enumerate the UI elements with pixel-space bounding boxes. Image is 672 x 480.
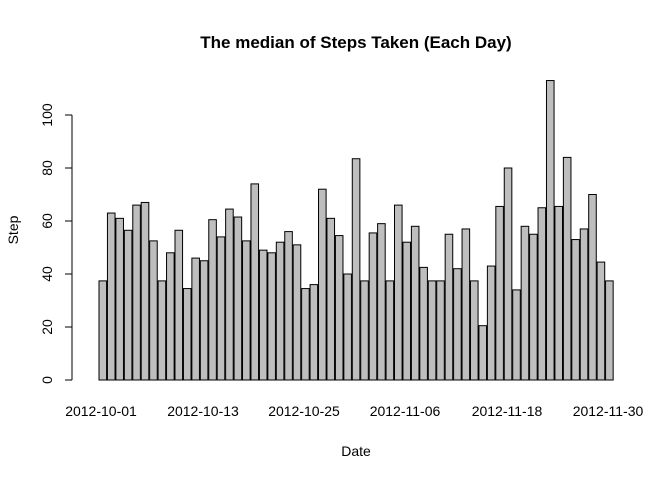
bar-2012-11-19 [512,289,521,381]
x-tick-label-2012-11-06: 2012-11-06 [370,403,441,419]
x-tick-label-2012-11-30: 2012-11-30 [573,403,644,419]
bar-2012-10-12 [191,257,200,381]
bar-2012-10-03 [115,217,124,381]
bar-2012-10-14 [208,219,217,381]
bar-2012-11-12 [453,268,462,381]
bar-2012-11-22 [537,207,547,381]
bar-2012-11-29 [596,261,606,381]
bar-2012-10-29 [334,235,344,381]
bar-2012-10-18 [242,240,251,381]
bar-2012-10-23 [284,231,293,381]
bar-2012-11-13 [461,228,471,381]
bar-2012-11-14 [469,280,479,381]
x-axis: 2012-10-01 2012-10-13 2012-10-25 2012-11-06… [65,403,643,419]
y-tick-label-80: 80 [39,160,55,176]
bar-2012-10-07 [149,240,158,381]
bar-2012-10-15 [216,236,226,381]
bar-2012-10-11 [182,288,192,381]
bar-2012-10-31 [351,158,361,381]
x-tick-label-2012-10-25: 2012-10-25 [268,403,340,419]
bar-2012-10-26 [309,284,319,381]
bar-2012-11-30 [605,280,614,381]
y-tick-label-0: 0 [39,376,55,384]
bar-2012-10-22 [275,241,285,381]
bar-2012-11-17 [495,205,504,381]
x-axis-label: Date [341,443,371,459]
bar-2012-10-05 [132,204,141,381]
bar-2012-11-15 [478,325,488,381]
y-tick-label-60: 60 [39,213,55,229]
bar-2012-11-23 [545,80,555,381]
bar-2012-11-10 [436,280,445,381]
bar-2012-11-27 [579,228,589,381]
bar-2012-10-28 [326,217,336,381]
bar-2012-10-06 [140,201,150,381]
bar-2012-10-02 [106,212,116,381]
x-tick-label-2012-11-18: 2012-11-18 [472,403,543,419]
bar-2012-11-06 [402,241,412,381]
bar-2012-10-16 [225,208,234,381]
bar-2012-10-08 [157,280,167,381]
bar-2012-11-28 [588,194,597,381]
bar-2012-11-11 [444,233,454,381]
bar-2012-11-25 [562,156,572,381]
bar-2012-11-20 [520,225,530,381]
x-tick-label-2012-10-13: 2012-10-13 [167,403,239,419]
y-axis-label: Step [5,215,21,244]
bar-2012-10-30 [343,273,352,381]
bar-2012-11-02 [368,232,378,381]
chart-title: The median of Steps Taken (Each Day) [200,33,511,52]
bar-2012-10-21 [267,252,276,381]
bar-2012-11-04 [385,280,395,381]
bar-2012-11-21 [529,233,538,381]
bar-2012-10-24 [292,244,302,381]
y-tick-label-20: 20 [39,319,55,335]
bar-2012-10-10 [174,229,184,381]
bar-2012-11-09 [427,280,437,381]
bars-group [98,80,614,381]
bar-2012-10-25 [301,288,310,381]
y-tick-label-100: 100 [39,103,55,127]
bar-2012-10-19 [250,183,260,381]
bar-2012-10-09 [166,252,175,381]
y-tick-label-40: 40 [39,266,55,282]
bar-2012-11-07 [410,225,420,381]
bar-2012-10-01 [98,280,108,381]
bar-2012-10-27 [318,188,327,381]
bar-2012-11-26 [571,239,580,381]
bar-2012-11-05 [394,204,403,381]
bar-2012-11-08 [419,266,428,381]
bar-2012-11-03 [377,223,386,381]
y-axis: 0 20 40 60 80 100 [39,103,73,384]
bar-2012-10-13 [199,260,209,381]
bar-2012-11-16 [486,265,496,381]
bar-2012-10-20 [258,249,268,381]
bar-2012-11-24 [554,205,563,381]
bar-2012-10-04 [123,229,133,381]
bar-2012-11-18 [503,167,513,381]
x-tick-label-2012-10-01: 2012-10-01 [65,403,137,419]
bar-2012-11-01 [360,280,369,381]
bar-2012-10-17 [233,216,243,381]
